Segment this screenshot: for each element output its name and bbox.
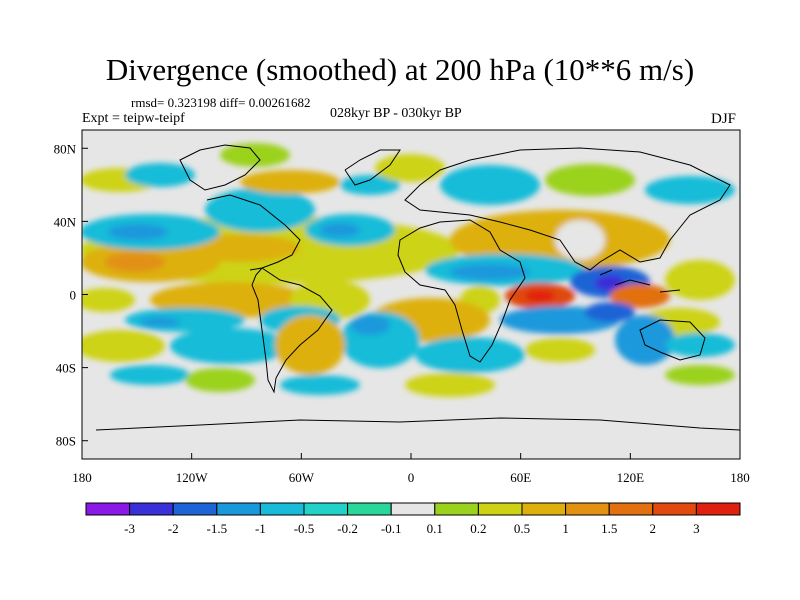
lon-tick-label: 120E <box>617 470 645 485</box>
colorbar-label: 3 <box>693 521 700 536</box>
coastlines <box>95 144 740 431</box>
lat-tick-label: 80N <box>54 141 77 156</box>
experiment-label: Expt = teipw-teipf <box>82 111 185 126</box>
lon-tick-label: 60W <box>289 470 315 485</box>
stats-text: rmsd= 0.323198 diff= 0.00261682 <box>131 95 311 110</box>
colorbar-label: -0.1 <box>381 521 402 536</box>
lon-tick-label: 180 <box>730 470 750 485</box>
lat-tick-label: 80S <box>56 434 76 449</box>
colorbar-swatch <box>390 502 436 516</box>
colorbar-label: 0.1 <box>427 521 443 536</box>
colorbar-swatch <box>259 502 305 516</box>
colorbar: -3 -2 -1.5 -1 -0.5 -0.2 -0.1 0.1 0.2 0.5 1 1.5 2 3 <box>85 502 741 536</box>
lon-tick-label: 60E <box>510 470 531 485</box>
colorbar-label: 0.2 <box>470 521 486 536</box>
colorbar-swatch <box>434 502 479 516</box>
lon-tick-label: 0 <box>408 470 415 485</box>
latitude-axis: 80N 40N 0 40S 80S <box>54 141 88 449</box>
period-label: 028kyr BP - 030kyr BP <box>330 106 462 121</box>
colorbar-label: -1 <box>255 521 266 536</box>
divergence-field <box>82 130 740 459</box>
colorbar-label: -2 <box>168 521 179 536</box>
lat-tick-label: 0 <box>70 288 77 303</box>
lat-tick-label: 40N <box>54 214 77 229</box>
colorbar-swatch <box>172 502 218 516</box>
colorbar-swatch <box>521 502 567 516</box>
colorbar-swatch <box>303 502 349 516</box>
colorbar-label: 0.5 <box>514 521 530 536</box>
season-label: DJF <box>711 111 737 127</box>
colorbar-swatch <box>652 502 697 516</box>
colorbar-label: 2 <box>650 521 657 536</box>
colorbar-label: -1.5 <box>207 521 228 536</box>
colorbar-swatch <box>477 502 523 516</box>
lat-tick-label: 40S <box>56 361 76 376</box>
lon-tick-label: 120W <box>176 470 209 485</box>
colorbar-swatch <box>565 502 610 516</box>
map-title: Divergence (smoothed) at 200 hPa (10**6 … <box>105 52 695 87</box>
colorbar-label: 1.5 <box>601 521 617 536</box>
colorbar-swatch <box>129 502 174 516</box>
colorbar-label: -3 <box>124 521 135 536</box>
lon-tick-label: 180 <box>72 470 92 485</box>
colorbar-swatch <box>608 502 654 516</box>
colorbar-swatch <box>347 502 392 516</box>
colorbar-swatch <box>216 502 261 516</box>
colorbar-label: 1 <box>562 521 569 536</box>
colorbar-swatch <box>85 502 131 516</box>
colorbar-swatch <box>695 502 741 516</box>
longitude-axis: 180 120W 60W 0 60E 120E 180 <box>72 453 750 485</box>
colorbar-label: -0.2 <box>337 521 358 536</box>
colorbar-label: -0.5 <box>294 521 315 536</box>
